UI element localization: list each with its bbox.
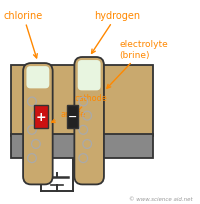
Text: cathode: cathode: [74, 93, 107, 113]
Text: +: +: [36, 110, 46, 123]
Text: −: −: [68, 112, 78, 122]
Bar: [34, 105, 48, 128]
FancyBboxPatch shape: [74, 58, 104, 184]
FancyBboxPatch shape: [26, 67, 49, 89]
Text: electrolyte
(brine): electrolyte (brine): [107, 40, 168, 89]
Bar: [11, 66, 153, 136]
Text: anode: anode: [52, 110, 86, 123]
Text: © www.science aid.net: © www.science aid.net: [129, 196, 193, 201]
Text: chlorine: chlorine: [3, 10, 43, 59]
Bar: [67, 105, 78, 128]
FancyBboxPatch shape: [78, 61, 101, 91]
Text: hydrogen: hydrogen: [92, 10, 140, 54]
FancyBboxPatch shape: [23, 64, 53, 184]
Bar: [11, 134, 153, 158]
